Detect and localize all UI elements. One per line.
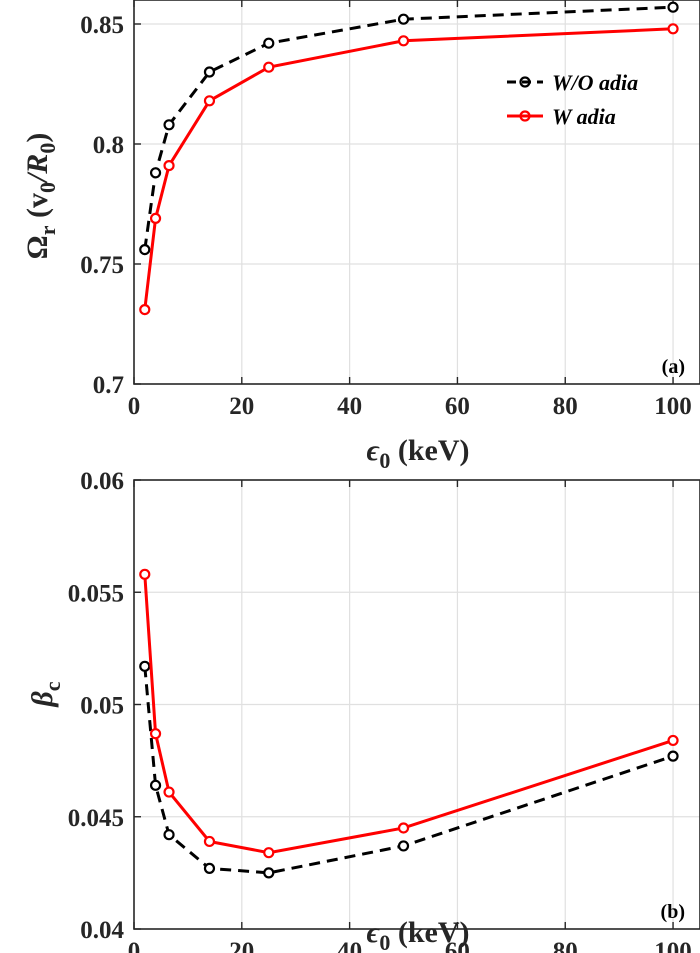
y-tick-label-b-4: 0.06 bbox=[80, 468, 124, 495]
x-tick-label-b-2: 40 bbox=[337, 938, 362, 953]
x-axis-label-a-sub: 0 bbox=[379, 448, 390, 473]
data-point-w-o-adia-b-3 bbox=[203, 862, 216, 874]
y-tick-label-b-2: 0.05 bbox=[80, 693, 124, 720]
legend-entry-wo-adia: W/O adia bbox=[507, 70, 638, 95]
legend-label-w-adia: W adia bbox=[552, 104, 616, 129]
x-tick-label-a-0: 0 bbox=[128, 393, 141, 420]
data-point-w-o-adia-b-4 bbox=[263, 867, 275, 879]
legend: W/O adia W adia bbox=[507, 70, 638, 129]
data-point-w-adia-a-3 bbox=[203, 95, 216, 107]
data-point-w-adia-b-3 bbox=[203, 835, 216, 848]
series-layer-a bbox=[139, 1, 679, 316]
data-point-w-o-adia-a-2 bbox=[163, 119, 175, 131]
y-axis-label-a: Ωr (v0/R0) bbox=[21, 133, 60, 260]
y-tick-label-a-2: 0.8 bbox=[93, 132, 124, 159]
y-tick-label-a-3: 0.85 bbox=[80, 12, 124, 39]
data-point-w-o-adia-a-4 bbox=[263, 37, 275, 49]
data-point-w-o-adia-a-5 bbox=[397, 13, 410, 25]
x-axis-label-b-sub: 0 bbox=[379, 930, 390, 953]
data-point-w-adia-a-5 bbox=[397, 35, 410, 47]
grid-a bbox=[134, 0, 700, 384]
panel-a: 0 20 40 60 80 100 0.7 0.75 0.8 0.85 W/O adia W ad… bbox=[21, 0, 700, 473]
data-point-w-adia-b-2 bbox=[163, 786, 175, 798]
data-point-w-o-adia-b-6 bbox=[667, 750, 679, 762]
x-tick-label-b-1: 20 bbox=[229, 938, 254, 953]
x-tick-label-b-5: 100 bbox=[654, 938, 692, 953]
series-layer-b bbox=[139, 568, 679, 879]
data-point-w-o-adia-a-1 bbox=[149, 167, 162, 179]
data-point-w-o-adia-b-2 bbox=[163, 829, 175, 841]
y-tick-label-a-1: 0.75 bbox=[80, 252, 124, 279]
x-tick-label-b-4: 80 bbox=[553, 938, 578, 953]
y-tick-label-b-1: 0.045 bbox=[68, 805, 124, 832]
data-point-w-adia-b-5 bbox=[397, 822, 410, 834]
data-point-w-adia-a-2 bbox=[163, 160, 175, 172]
legend-marker-w-adia bbox=[519, 110, 531, 122]
data-point-w-o-adia-b-1 bbox=[149, 779, 162, 791]
panel-label-a: (a) bbox=[662, 356, 685, 378]
x-tick-label-a-3: 60 bbox=[445, 393, 470, 420]
x-tick-label-a-5: 100 bbox=[654, 393, 692, 420]
x-axis-label-b-rest: (keV) bbox=[390, 916, 469, 949]
y-axis-label-a-sub2: 0 bbox=[35, 143, 60, 154]
data-point-w-o-adia-b-5 bbox=[397, 840, 410, 852]
y-axis-label-b-beta: β bbox=[26, 691, 59, 708]
x-axis-label-a-rest: (keV) bbox=[390, 434, 469, 467]
data-point-w-adia-a-1 bbox=[149, 212, 162, 224]
legend-entry-w-adia: W adia bbox=[507, 104, 616, 129]
y-axis-label-b: βc bbox=[26, 681, 65, 707]
legend-label-wo-adia: W/O adia bbox=[552, 70, 638, 95]
y-tick-label-b-3: 0.055 bbox=[68, 580, 124, 607]
x-tick-label-b-3: 60 bbox=[445, 938, 470, 953]
y-axis-label-a-close: ) bbox=[21, 133, 54, 143]
y-axis-label-b-c: c bbox=[40, 681, 65, 691]
x-tick-label-a-2: 40 bbox=[337, 393, 362, 420]
data-point-w-adia-b-0 bbox=[139, 568, 151, 580]
y-axis-label-a-sub1: 0 bbox=[35, 182, 60, 193]
data-point-w-adia-a-6 bbox=[667, 23, 679, 35]
data-point-w-adia-b-6 bbox=[667, 734, 679, 747]
data-point-w-o-adia-a-3 bbox=[203, 66, 216, 78]
data-point-w-adia-b-1 bbox=[149, 728, 162, 740]
panel-label-b: (b) bbox=[661, 901, 685, 923]
data-point-w-o-adia-a-6 bbox=[667, 1, 679, 13]
y-axis-label-a-slash: /R bbox=[21, 154, 54, 184]
x-tick-label-b-0: 0 bbox=[128, 938, 141, 953]
x-axis-label-b: ϵ0 (keV) bbox=[366, 916, 469, 953]
plot-area-a bbox=[134, 0, 700, 384]
panel-b: 0 20 40 60 80 100 0.04 0.045 0.05 0.055 0.06 (b) ϵ… bbox=[26, 468, 700, 953]
y-tick-label-b-0: 0.04 bbox=[80, 917, 124, 944]
x-tick-label-a-4: 80 bbox=[553, 393, 578, 420]
x-axis-label-a-main: ϵ bbox=[366, 434, 379, 467]
data-point-w-adia-b-4 bbox=[263, 847, 275, 859]
data-point-w-adia-a-0 bbox=[139, 304, 151, 316]
data-point-w-adia-a-4 bbox=[263, 61, 275, 73]
data-point-w-o-adia-b-0 bbox=[139, 660, 151, 672]
ticks-b: 0 20 40 60 80 100 0.04 0.045 0.05 0.055 0.06 bbox=[68, 468, 692, 953]
data-point-w-o-adia-a-0 bbox=[139, 244, 151, 256]
ticks-a: 0 20 40 60 80 100 0.7 0.75 0.8 0.85 bbox=[80, 0, 692, 420]
y-axis-label-a-r: r bbox=[35, 225, 60, 235]
legend-marker-wo-adia bbox=[519, 76, 531, 88]
y-axis-label-a-open: (v bbox=[21, 193, 54, 226]
x-tick-label-a-1: 20 bbox=[229, 393, 254, 420]
y-axis-label-a-omega: Ω bbox=[21, 235, 54, 259]
x-axis-label-a: ϵ0 (keV) bbox=[366, 434, 469, 473]
x-axis-label-b-main: ϵ bbox=[366, 916, 379, 949]
y-tick-label-a-0: 0.7 bbox=[93, 372, 124, 399]
axes-frame-a bbox=[133, 0, 700, 385]
